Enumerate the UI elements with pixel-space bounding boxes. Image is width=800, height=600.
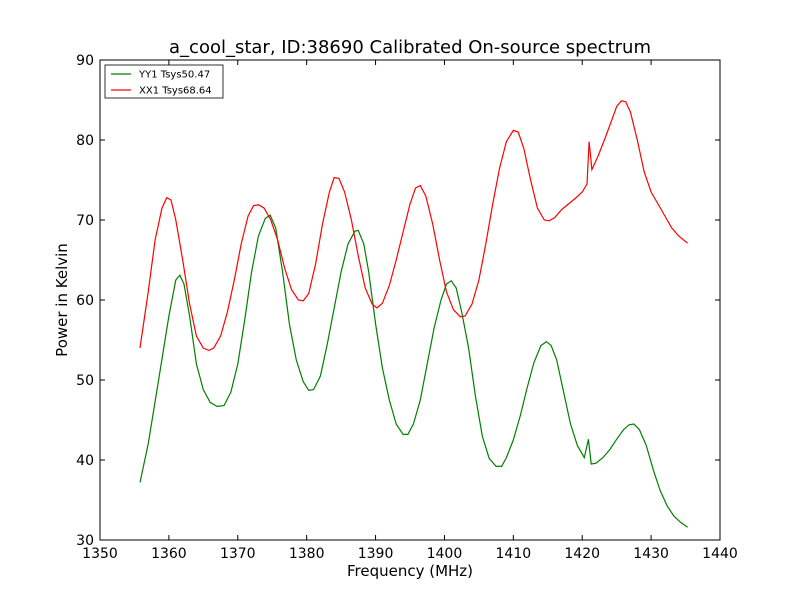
plot-area: [99, 59, 721, 541]
y-tick-label: 70: [76, 213, 94, 229]
x-tick-label: 1360: [151, 546, 187, 562]
x-tick-label: 1350: [82, 546, 118, 562]
x-tick-label: 1400: [427, 546, 463, 562]
x-axis-label: Frequency (MHz): [347, 562, 473, 580]
x-tick-label: 1410: [496, 546, 532, 562]
y-tick-label: 30: [76, 533, 94, 549]
plot-frame: [99, 59, 721, 541]
legend-label: XX1 Tsys68.64: [139, 86, 212, 97]
legend: YY1 Tsys50.47 XX1 Tsys68.64: [104, 64, 224, 99]
x-tick-label: 1390: [358, 546, 394, 562]
x-tick-label: 1420: [564, 546, 600, 562]
y-axis: 30 40 50 60 70 80 90: [76, 53, 720, 549]
y-tick-label: 80: [76, 133, 94, 149]
series-line-2: [139, 100, 688, 352]
x-axis: 1350 1360 1370 1380 1390 1400 1410 1420 1430 1440: [82, 60, 738, 562]
y-tick-label: 60: [76, 293, 94, 309]
y-tick-label: 40: [76, 453, 94, 469]
y-tick-label: 90: [76, 53, 94, 69]
legend-box: [104, 64, 224, 99]
series-line-1: [139, 214, 688, 528]
y-axis-label: Power in Kelvin: [53, 243, 71, 357]
legend-label: YY1 Tsys50.47: [138, 70, 210, 81]
x-tick-label: 1440: [702, 546, 738, 562]
x-tick-label: 1380: [289, 546, 325, 562]
y-tick-label: 50: [76, 373, 94, 389]
x-tick-label: 1370: [220, 546, 256, 562]
series-lines: [139, 100, 688, 528]
x-tick-label: 1430: [633, 546, 669, 562]
chart-title: a_cool_star, ID:38690 Calibrated On-sour…: [169, 37, 651, 58]
